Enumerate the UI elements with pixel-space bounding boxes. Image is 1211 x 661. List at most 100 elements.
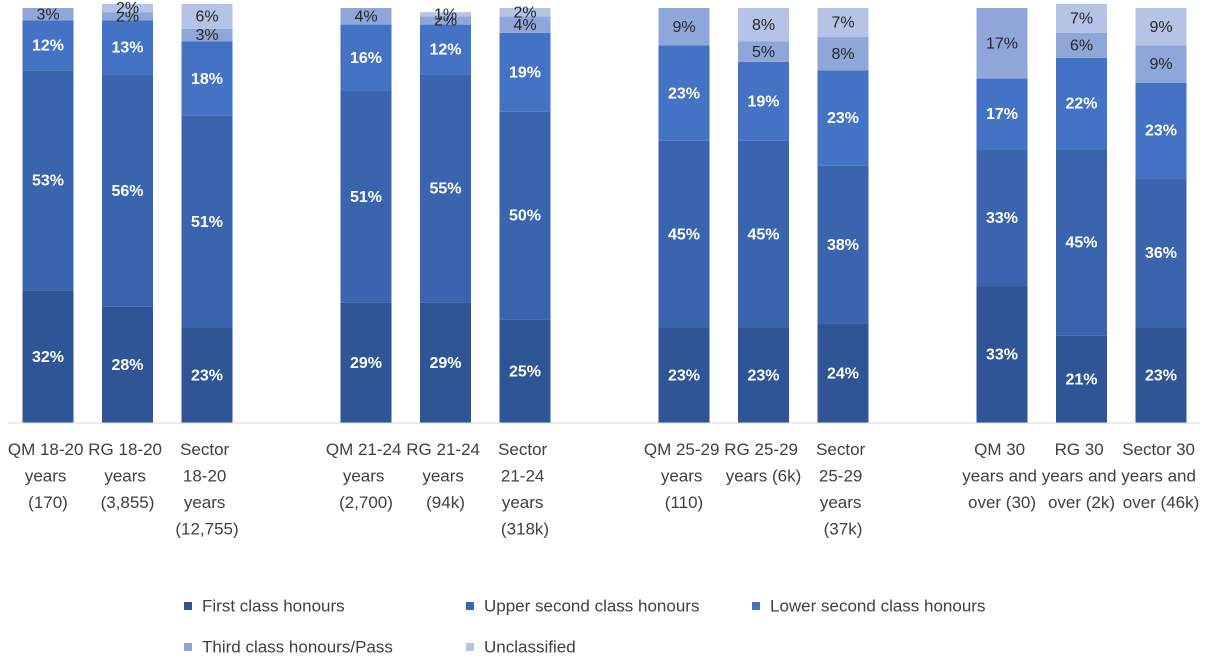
bar-segment <box>181 115 233 328</box>
value-label: 24% <box>827 365 859 382</box>
bar-segment <box>658 327 710 423</box>
bar-segment <box>340 302 392 423</box>
value-label: 5% <box>752 44 775 61</box>
x-tick-label: QM 25-29 years (110) <box>644 440 724 512</box>
value-label: 56% <box>111 183 143 200</box>
value-label: 12% <box>32 38 64 55</box>
value-label: 19% <box>747 94 779 111</box>
value-label: 28% <box>111 357 143 374</box>
bar-segment <box>499 16 551 33</box>
value-label: 16% <box>350 50 382 67</box>
legend-label: Unclassified <box>484 637 576 656</box>
bar-segment <box>420 12 471 17</box>
value-label: 9% <box>1149 56 1172 73</box>
legend-swatch <box>466 602 474 610</box>
value-label: 17% <box>986 106 1018 123</box>
value-label: 18% <box>191 71 223 88</box>
bar-segment <box>976 286 1028 423</box>
bar-segment <box>817 165 869 324</box>
bar-segment <box>102 306 153 423</box>
value-label: 2% <box>513 4 536 21</box>
x-tick-label: Sector 18-20 years (12,755) <box>175 440 238 539</box>
x-tick-label: RG 25-29 years (6k) <box>724 440 802 486</box>
bar-segment <box>181 327 233 423</box>
bar-segment <box>1135 178 1187 328</box>
x-tick-label: RG 18-20 years (3,855) <box>88 440 166 512</box>
value-label: 6% <box>195 9 218 26</box>
value-label: 7% <box>1070 11 1093 28</box>
value-label: 4% <box>354 9 377 26</box>
bar-segment <box>499 32 551 112</box>
value-label: 9% <box>1149 19 1172 36</box>
value-label: 23% <box>827 110 859 127</box>
bar-segment <box>499 111 551 320</box>
bar-segment <box>1135 82 1187 179</box>
legend-swatch <box>466 643 474 651</box>
bar-segment <box>976 78 1028 150</box>
value-label: 45% <box>668 226 700 243</box>
value-label: 23% <box>191 367 223 384</box>
value-label: 23% <box>747 367 779 384</box>
bar-segment <box>181 3 233 29</box>
bar-segment <box>817 323 869 423</box>
bar-segment <box>817 70 869 166</box>
bar-segment <box>738 41 789 62</box>
value-label: 2% <box>116 9 139 26</box>
value-label: 8% <box>831 46 854 63</box>
bar-segment <box>22 20 74 71</box>
x-tick-label: RG 30 years and over (2k) <box>1042 440 1121 512</box>
bar-segment <box>102 3 153 13</box>
bar-segment <box>738 61 789 141</box>
legend-swatch <box>184 643 192 651</box>
bar-segment <box>1056 32 1107 58</box>
value-label: 51% <box>350 189 382 206</box>
value-label: 33% <box>986 210 1018 227</box>
value-label: 17% <box>986 35 1018 52</box>
bar-segment <box>340 91 392 303</box>
bar-segment <box>1135 327 1187 423</box>
bar-segment <box>1056 149 1107 336</box>
bar-segment <box>181 41 233 116</box>
x-tick-label: RG 21-24 years (94k) <box>406 440 484 512</box>
bar-segment <box>499 8 551 17</box>
bar-segment <box>738 327 789 423</box>
bar-segment <box>976 8 1028 79</box>
bar-segment <box>658 140 710 328</box>
value-label: 51% <box>191 214 223 231</box>
value-label: 21% <box>1065 372 1097 389</box>
legend-label: First class honours <box>202 596 345 615</box>
value-label: 3% <box>36 6 59 23</box>
value-label: 8% <box>752 17 775 34</box>
value-label: 2% <box>434 13 457 30</box>
bar-segment <box>102 20 153 75</box>
value-label: 25% <box>509 363 541 380</box>
value-label: 9% <box>672 19 695 36</box>
bar-segment <box>22 8 74 21</box>
bar-segment <box>102 12 153 21</box>
x-tick-label: Sector 21-24 years (318k) <box>498 440 552 539</box>
bar-segment <box>1056 335 1107 423</box>
x-tick-label: Sector 30 years and over (46k) <box>1121 440 1200 512</box>
value-label: 55% <box>429 181 461 198</box>
value-label: 23% <box>1145 367 1177 384</box>
bar-segment <box>976 149 1028 287</box>
value-label: 13% <box>111 40 143 57</box>
x-tick-label: QM 21-24 years (2,700) <box>326 440 406 512</box>
bar-segment <box>420 74 471 303</box>
value-label: 29% <box>429 355 461 372</box>
value-label: 33% <box>986 347 1018 364</box>
bar-segment <box>181 28 233 42</box>
legend-swatch <box>184 602 192 610</box>
bar-segment <box>340 24 392 92</box>
value-label: 4% <box>513 17 536 34</box>
bar-segment <box>817 37 869 71</box>
x-tick-label: QM 18-20 years (170) <box>8 440 88 512</box>
bar-segment <box>22 70 74 291</box>
value-label: 36% <box>1145 245 1177 262</box>
bar-segment <box>1056 3 1107 33</box>
bar-segment <box>102 74 153 307</box>
bar-segment <box>420 16 471 25</box>
value-label: 38% <box>827 237 859 254</box>
